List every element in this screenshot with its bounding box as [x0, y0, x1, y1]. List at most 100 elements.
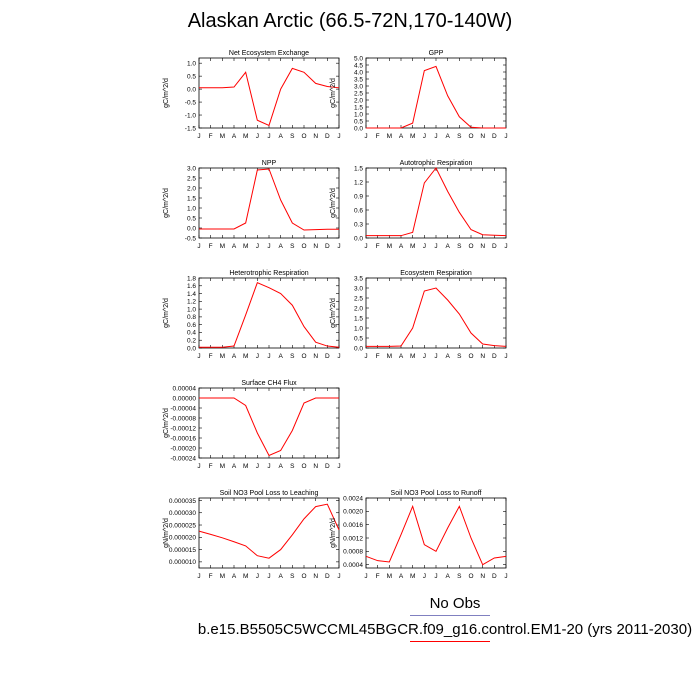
legend-obs-label: No Obs: [429, 595, 481, 612]
y-tick-label: 0.0: [354, 125, 363, 132]
panel-frame: [365, 167, 507, 239]
x-tick-label: J: [504, 353, 507, 360]
x-tick-label: D: [492, 573, 497, 580]
x-tick-label: A: [232, 243, 237, 250]
y-tick-label: 0.0: [354, 345, 363, 352]
x-tick-label: M: [387, 243, 392, 250]
y-tick-label: 1.8: [187, 275, 196, 282]
x-tick-label: J: [267, 243, 270, 250]
panel-frame: [365, 57, 507, 129]
series-line: [366, 167, 507, 237]
x-tick-label: O: [301, 573, 306, 580]
x-tick-label: M: [410, 353, 415, 360]
x-tick-label: M: [243, 133, 248, 140]
y-tick-label: 0.5: [187, 73, 196, 80]
panel-8: Soil NO3 Pool Loss to Runoff gN/m^2/d 0.00…: [330, 490, 508, 580]
x-tick-label: J: [256, 243, 259, 250]
x-tick-label: M: [410, 243, 415, 250]
y-tick-label: -0.00004: [170, 405, 196, 412]
x-tick-label: S: [290, 133, 295, 140]
y-tick-label: 0.00000: [173, 395, 197, 402]
series-line: [365, 504, 507, 566]
panel-title: Net Ecosystem Exchange: [229, 50, 309, 57]
series-line: [199, 281, 340, 348]
x-tick-label: A: [399, 573, 404, 580]
x-tick-label: N: [313, 133, 318, 140]
x-tick-label: O: [468, 573, 473, 580]
x-tick-label: M: [410, 573, 415, 580]
x-tick-label: D: [492, 243, 497, 250]
x-tick-label: D: [492, 133, 497, 140]
x-tick-label: J: [423, 573, 426, 580]
y-tick-label: 1.2: [187, 299, 196, 306]
x-tick-label: A: [399, 353, 404, 360]
x-tick-label: M: [387, 133, 392, 140]
y-tick-label: -1.0: [185, 112, 197, 119]
x-tick-label: J: [337, 573, 340, 580]
y-tick-label: 4.0: [354, 69, 363, 76]
x-tick-label: S: [290, 573, 295, 580]
y-tick-label: 5.0: [354, 55, 363, 62]
y-tick-label: -0.5: [185, 99, 197, 106]
x-tick-label: A: [278, 573, 283, 580]
x-tick-label: J: [256, 463, 259, 470]
legend-run-label: b.e15.B5505C5WCCML45BGCR.f09_g16.control…: [197, 621, 693, 638]
y-tick-label: 0.0008: [343, 549, 363, 556]
x-tick-label: N: [480, 353, 485, 360]
x-tick-label: S: [457, 353, 462, 360]
y-tick-label: 0.000015: [169, 547, 196, 554]
x-tick-label: D: [325, 463, 330, 470]
y-tick-label: 0.000030: [169, 510, 196, 517]
x-tick-label: F: [376, 353, 380, 360]
y-tick-label: 0.000035: [169, 498, 196, 505]
x-tick-label: J: [364, 133, 367, 140]
x-tick-label: M: [387, 573, 392, 580]
y-tick-label: 0.5: [187, 215, 196, 222]
y-axis-label: gC/m^2/d: [163, 408, 170, 438]
y-tick-label: 0.000010: [169, 559, 196, 566]
x-tick-label: F: [376, 573, 380, 580]
x-tick-label: O: [468, 353, 473, 360]
x-tick-label: A: [278, 353, 283, 360]
y-tick-label: -0.00016: [170, 435, 196, 442]
y-tick-label: 0.3: [354, 221, 363, 228]
y-tick-label: 0.0: [354, 235, 363, 242]
x-tick-label: M: [220, 243, 225, 250]
series-line: [366, 287, 507, 347]
x-tick-label: J: [267, 353, 270, 360]
x-tick-label: O: [301, 353, 306, 360]
panel-frame: [198, 57, 340, 129]
y-tick-label: 4.5: [354, 62, 363, 69]
y-tick-label: -0.5: [185, 235, 197, 242]
y-tick-label: 3.5: [354, 275, 363, 282]
x-tick-label: M: [220, 463, 225, 470]
x-tick-label: J: [434, 133, 437, 140]
x-tick-label: J: [337, 243, 340, 250]
x-tick-label: M: [220, 573, 225, 580]
x-tick-label: J: [504, 133, 507, 140]
x-tick-label: F: [209, 573, 213, 580]
x-tick-label: J: [423, 243, 426, 250]
x-tick-label: J: [197, 353, 200, 360]
x-tick-label: A: [232, 133, 237, 140]
y-tick-label: 3.5: [354, 76, 363, 83]
x-tick-label: S: [290, 353, 295, 360]
x-tick-label: M: [243, 463, 248, 470]
y-tick-label: 2.5: [354, 295, 363, 302]
x-tick-label: J: [364, 243, 367, 250]
x-tick-label: O: [301, 243, 306, 250]
y-tick-label: 1.5: [354, 165, 363, 172]
y-tick-label: 0.0004: [343, 562, 363, 569]
panel-frame: [198, 277, 340, 349]
x-tick-label: J: [423, 353, 426, 360]
y-tick-label: 0.6: [354, 207, 363, 214]
x-tick-label: A: [399, 243, 404, 250]
y-tick-label: 3.0: [187, 165, 196, 172]
x-tick-label: F: [209, 353, 213, 360]
x-tick-label: S: [290, 463, 295, 470]
x-tick-label: O: [301, 463, 306, 470]
y-tick-label: 0.4: [187, 330, 196, 337]
x-tick-label: J: [197, 573, 200, 580]
panel-frame: [365, 497, 507, 569]
